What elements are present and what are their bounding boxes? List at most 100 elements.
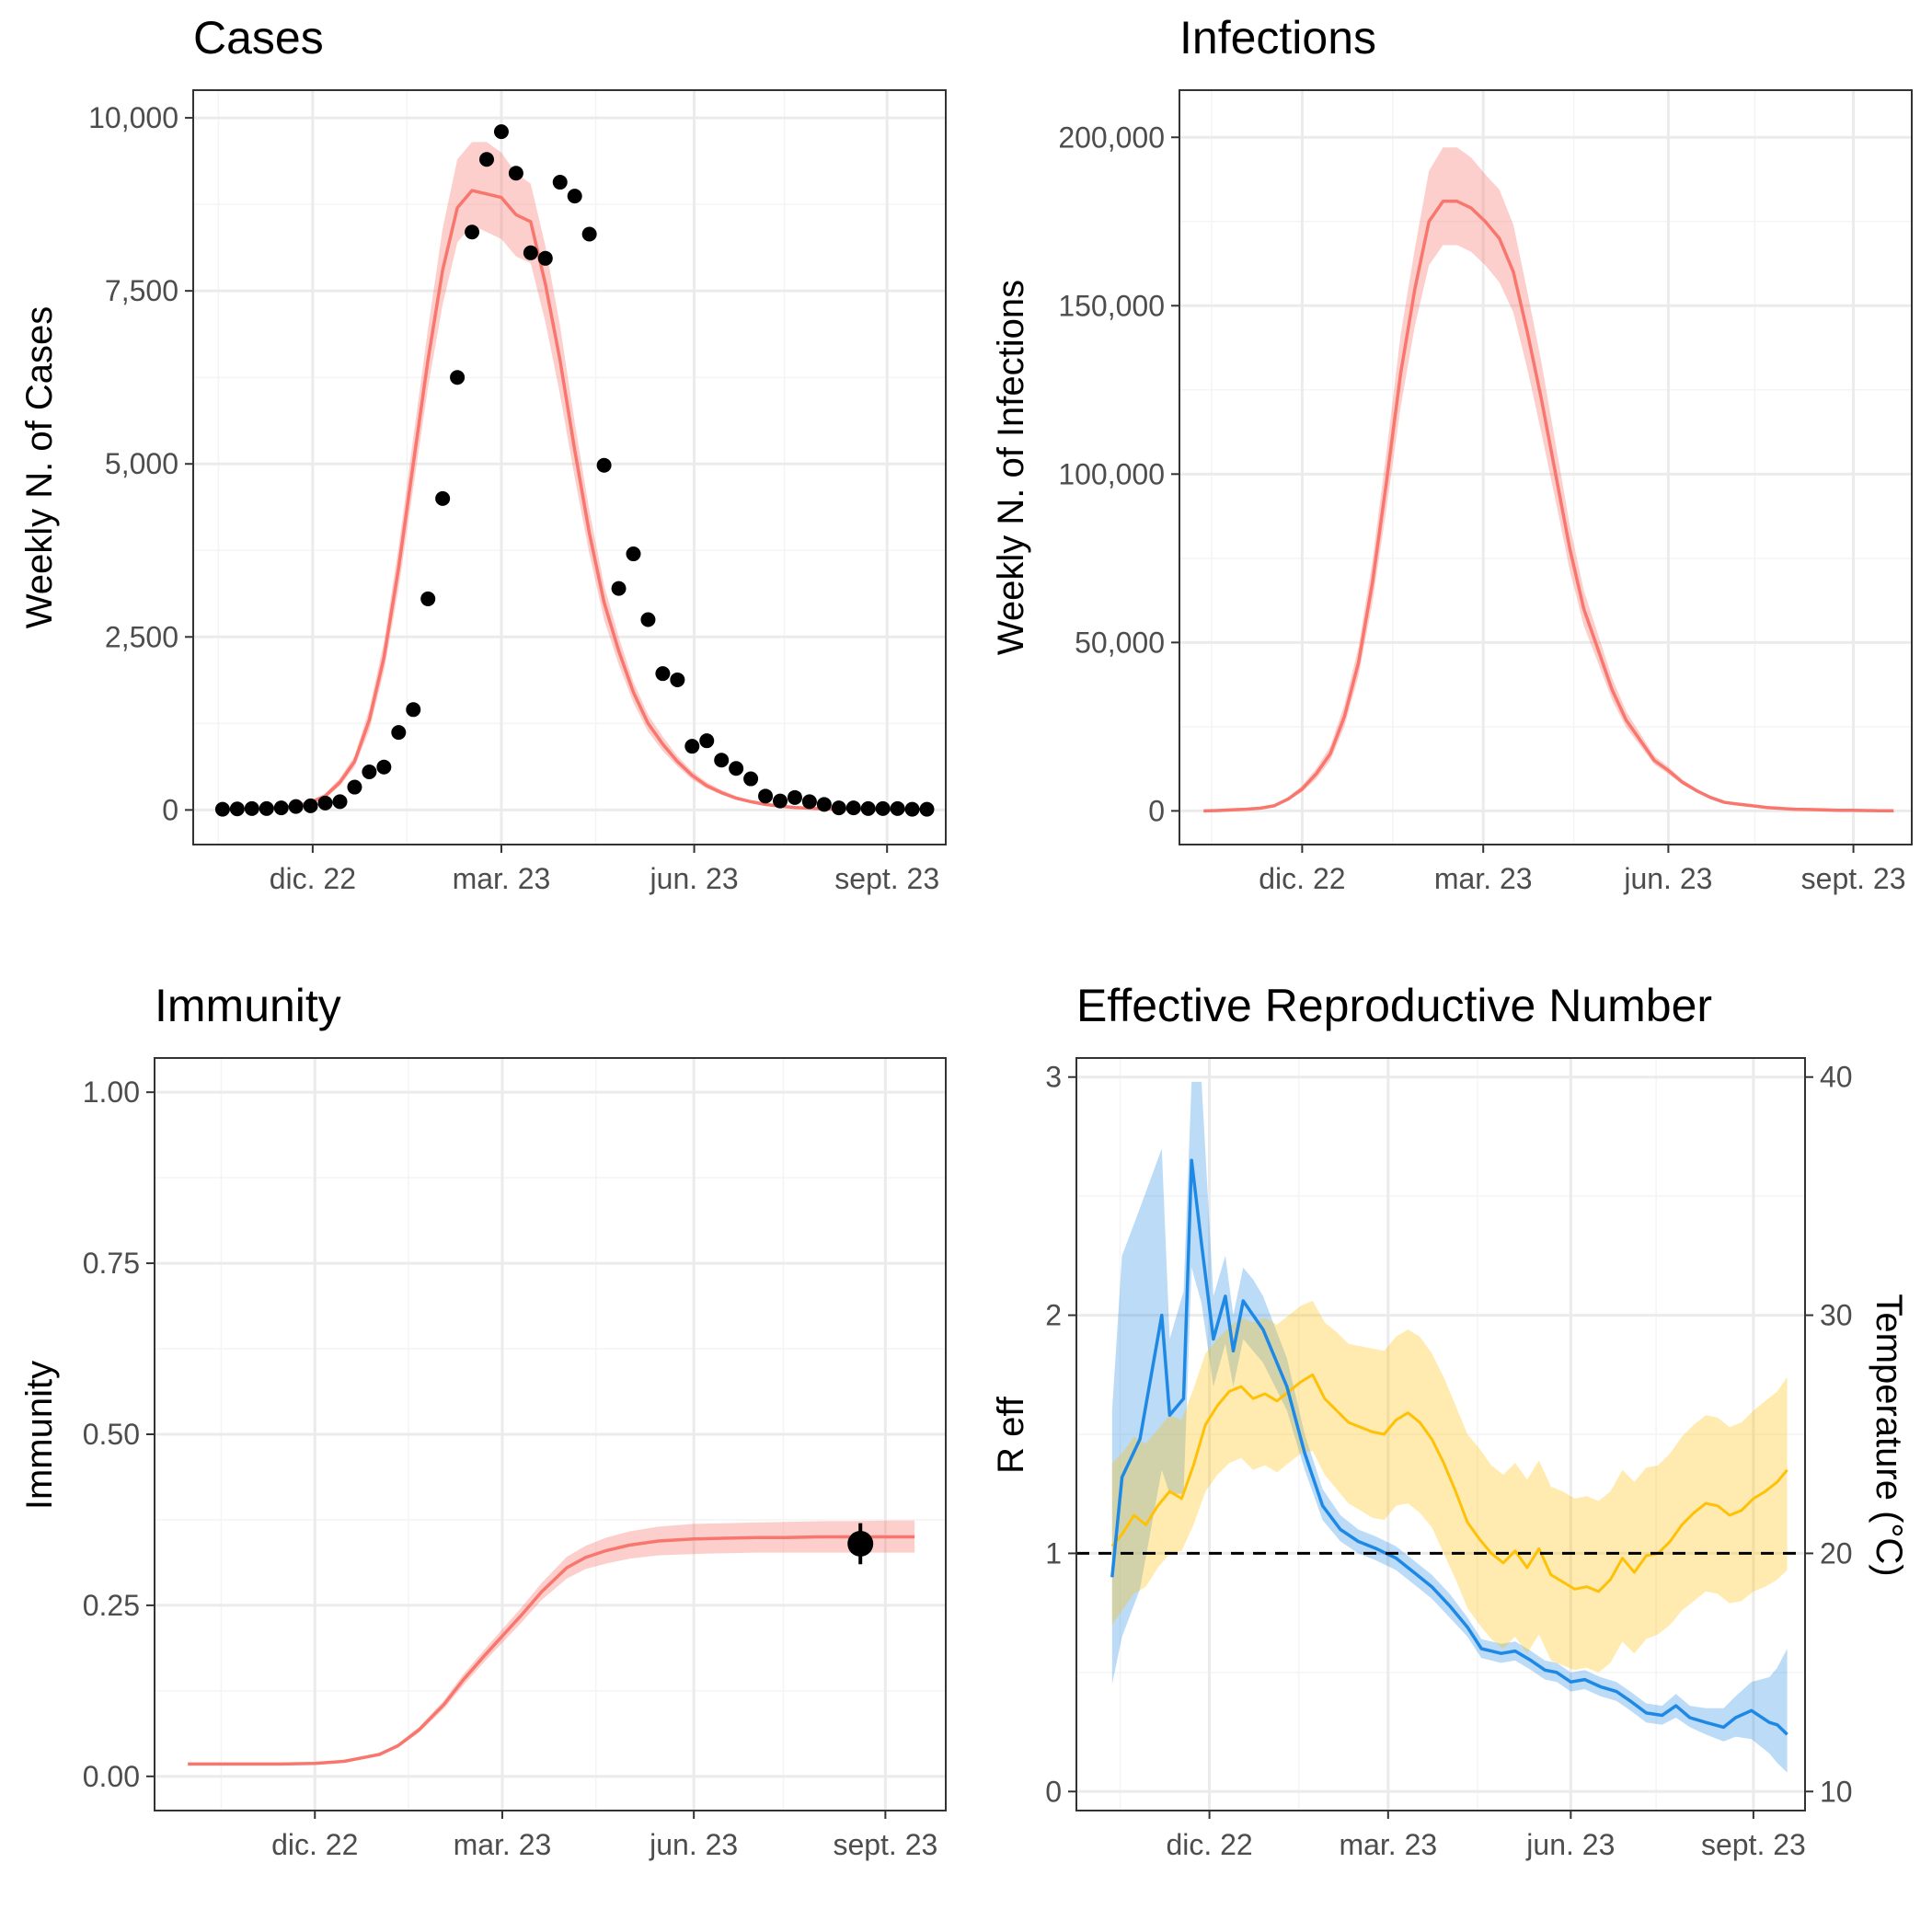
y-tick-label: 0.75 <box>83 1247 140 1280</box>
x-tick-label: jun. 23 <box>1623 862 1712 895</box>
y-tick-label: 2 <box>1045 1299 1062 1332</box>
observed-point <box>273 800 289 816</box>
observed-point <box>890 800 905 816</box>
panel-reff: dic. 22 mar. 23 jun. 23 sept. 23 0 1 2 3 10 20 30 4… <box>991 980 1909 1861</box>
observed-point <box>714 753 730 768</box>
observed-point <box>537 250 553 266</box>
observed-point <box>391 725 407 741</box>
x-tick-label: mar. 23 <box>453 862 551 895</box>
y-tick-label: 0 <box>1148 794 1165 827</box>
observed-point <box>743 771 759 787</box>
observed-point <box>831 800 846 816</box>
panel-background <box>193 90 946 845</box>
x-tick-label: jun. 23 <box>649 1828 738 1861</box>
observed-point <box>478 152 494 167</box>
observed-point <box>684 739 700 754</box>
observed-point <box>670 672 685 687</box>
observed-point <box>816 797 832 812</box>
observed-point <box>552 175 568 190</box>
x-tick-label: jun. 23 <box>1525 1828 1615 1861</box>
panel-cases: dic. 22 mar. 23 jun. 23 sept. 23 0 2,500 5,000… <box>19 12 947 895</box>
observed-point <box>699 733 715 749</box>
y-axis-label: Weekly N. of Cases <box>19 306 60 629</box>
observed-point <box>655 666 671 682</box>
fit-line <box>222 189 913 811</box>
y-axis-label: Immunity <box>19 1361 60 1510</box>
panel-title: Infections <box>1179 12 1376 63</box>
observed-point <box>244 800 259 816</box>
x-tick-label: mar. 23 <box>1339 1828 1437 1861</box>
observed-point <box>288 799 304 814</box>
y-tick-label: 10,000 <box>88 101 178 134</box>
y-tick-label: 100,000 <box>1058 457 1165 490</box>
y-tick-label: 0 <box>162 793 178 826</box>
observed-point <box>493 124 509 140</box>
x-tick-label: dic. 22 <box>270 862 356 895</box>
panel-title: Cases <box>193 12 324 63</box>
x-tick-label: dic. 22 <box>271 1828 358 1861</box>
observed-point <box>259 800 274 816</box>
y-axis-label: R eff <box>991 1396 1031 1474</box>
observed-point <box>860 800 876 816</box>
observed-point <box>787 789 802 805</box>
observed-point <box>450 370 466 385</box>
y-tick-label: 1.00 <box>83 1075 140 1109</box>
x-tick-label: sept. 23 <box>833 1828 937 1861</box>
y-tick-label: 7,500 <box>105 274 178 307</box>
observed-point <box>919 801 935 817</box>
observed-point <box>729 761 744 776</box>
observed-point <box>303 798 318 813</box>
y-axis-label: Weekly N. of Infections <box>991 280 1031 655</box>
x-tick-label: sept. 23 <box>1801 862 1906 895</box>
y-tick-label: 1 <box>1045 1536 1062 1570</box>
y-tick-label: 0 <box>1045 1775 1062 1808</box>
panel-infections: dic. 22 mar. 23 jun. 23 sept. 23 0 50,000 100,… <box>991 12 1913 895</box>
observed-point <box>567 189 582 204</box>
observed-point <box>214 801 230 817</box>
grid <box>155 1058 946 1811</box>
observed-point <box>640 612 656 627</box>
y-tick-label: 0.25 <box>83 1589 140 1622</box>
panel-border <box>1075 1057 1806 1811</box>
observed-point <box>626 546 641 562</box>
observed-point <box>229 801 245 817</box>
x-tick-label: dic. 22 <box>1166 1828 1252 1861</box>
observed-point <box>772 793 788 809</box>
x-tick-label: sept. 23 <box>1701 1828 1806 1861</box>
panel-background <box>1179 90 1912 845</box>
panel-immunity: dic. 22 mar. 23 jun. 23 sept. 23 0.00 0.25 0.5… <box>19 980 947 1861</box>
temperature-line <box>1110 1373 1788 1593</box>
observed-point <box>376 759 392 775</box>
observed-point <box>508 166 523 181</box>
panel-title: Immunity <box>155 980 341 1031</box>
y-tick-label: 50,000 <box>1075 626 1165 659</box>
reff-line <box>1110 1158 1788 1736</box>
observed-point <box>523 245 538 260</box>
observed-point <box>758 788 774 804</box>
grid <box>1179 90 1912 845</box>
observed-point <box>847 1530 874 1557</box>
fit-ribbon <box>188 1520 915 1765</box>
observed-point <box>801 794 817 810</box>
y2-tick-label: 20 <box>1820 1536 1853 1570</box>
x-tick-label: dic. 22 <box>1259 862 1345 895</box>
y-tick-label: 5,000 <box>105 447 178 480</box>
y-tick-label: 150,000 <box>1058 289 1165 322</box>
panel-title: Effective Reproductive Number <box>1076 980 1712 1031</box>
x-tick-label: mar. 23 <box>1434 862 1533 895</box>
panel-border <box>192 89 947 845</box>
observed-point <box>362 765 377 780</box>
y2-tick-label: 30 <box>1820 1299 1853 1332</box>
x-tick-label: sept. 23 <box>834 862 939 895</box>
x-tick-label: jun. 23 <box>650 862 739 895</box>
y-tick-label: 0.00 <box>83 1760 140 1793</box>
y-tick-label: 3 <box>1045 1061 1062 1094</box>
x-tick-label: mar. 23 <box>454 1828 552 1861</box>
observed-point <box>904 801 920 817</box>
observed-point <box>317 795 333 811</box>
observed-point <box>332 794 348 810</box>
observed-point <box>581 226 597 242</box>
observed-point <box>420 591 436 606</box>
y2-axis-label: Temperature (°C) <box>1869 1294 1909 1576</box>
